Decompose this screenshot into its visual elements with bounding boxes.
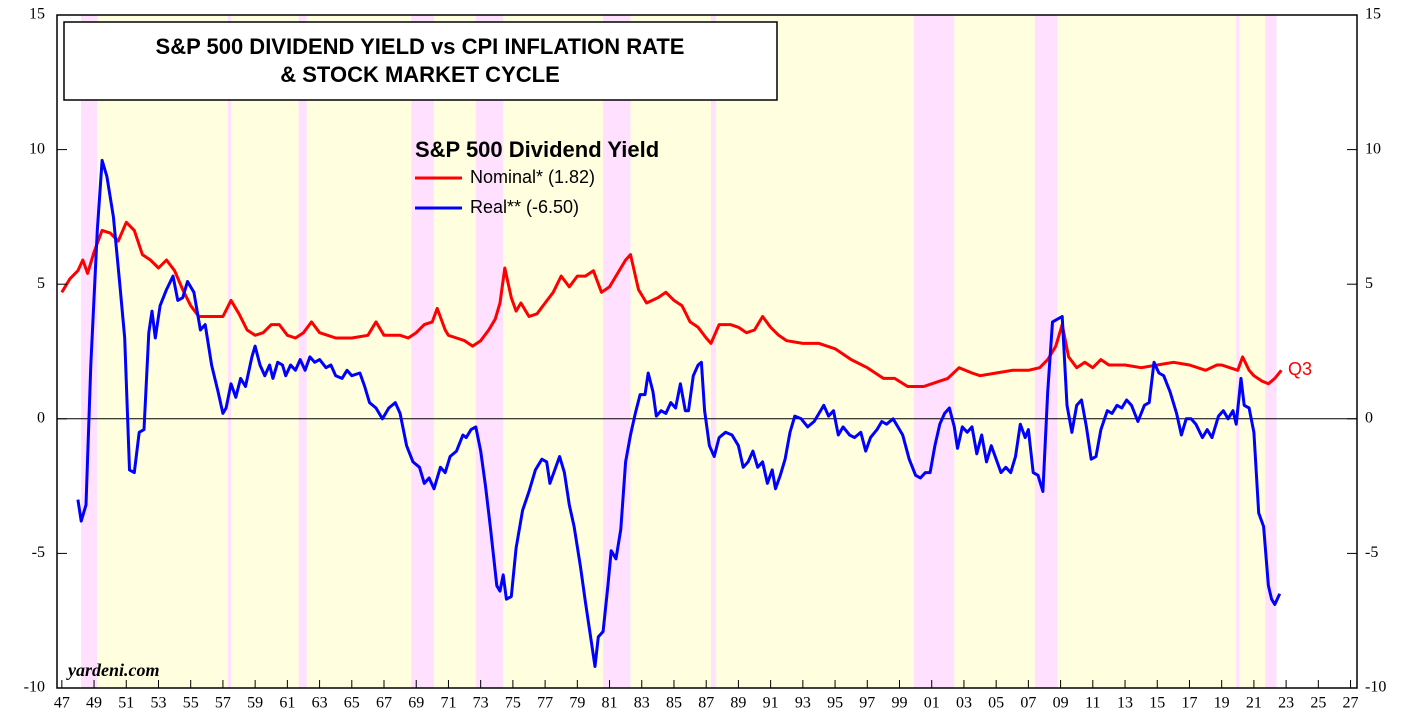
background-layer	[57, 15, 1357, 688]
shaded-band	[1265, 15, 1277, 688]
y-tick-label: 0	[37, 409, 45, 426]
x-tick-label: 25	[1310, 695, 1326, 712]
x-tick-label: 71	[440, 695, 456, 712]
chart-title: S&P 500 DIVIDEND YIELD vs CPI INFLATION …	[156, 34, 685, 59]
x-tick-label: 79	[569, 695, 585, 712]
x-tick-label: 23	[1278, 695, 1294, 712]
x-tick-label: 87	[698, 695, 714, 712]
plot-frame	[56, 14, 1358, 689]
shaded-band	[1236, 15, 1240, 688]
x-tick-label: 99	[892, 695, 908, 712]
x-tick-label: 97	[859, 695, 875, 712]
x-tick-label: 57	[215, 695, 231, 712]
x-tick-label: 69	[408, 695, 424, 712]
x-tick-label: 01	[924, 695, 940, 712]
x-tick-label: 75	[505, 695, 521, 712]
legend-title: S&P 500 Dividend Yield	[415, 137, 659, 162]
shaded-band	[475, 15, 504, 688]
y-tick-label: 5	[37, 275, 45, 292]
shaded-band	[1034, 15, 1058, 688]
chart-title: & STOCK MARKET CYCLE	[280, 62, 560, 87]
x-tick-label: 03	[956, 695, 972, 712]
y2-tick-label: 5	[1365, 275, 1373, 292]
legend-label: Nominal* (1.82)	[470, 167, 595, 187]
x-tick-label: 85	[666, 695, 682, 712]
x-tick-label: 95	[827, 695, 843, 712]
x-tick-label: 61	[279, 695, 295, 712]
shaded-band	[227, 15, 231, 688]
y2-tick-label: -5	[1365, 544, 1378, 561]
series-line	[76, 158, 1282, 668]
y-tick-label: 15	[29, 6, 45, 23]
x-tick-label: 83	[634, 695, 650, 712]
x-tick-label: 19	[1214, 695, 1230, 712]
x-tick-label: 73	[473, 695, 489, 712]
x-tick-label: 63	[312, 695, 328, 712]
x-tick-label: 05	[988, 695, 1004, 712]
title-box	[63, 21, 778, 101]
x-tick-label: 11	[1085, 695, 1100, 712]
x-tick-label: 93	[795, 695, 811, 712]
y-tick-label: -10	[24, 679, 45, 696]
y2-tick-label: 0	[1365, 409, 1373, 426]
x-tick-label: 59	[247, 695, 263, 712]
y2-tick-label: 10	[1365, 140, 1381, 157]
x-tick-label: 07	[1020, 695, 1036, 712]
shaded-band	[914, 15, 955, 688]
legend-label: Real** (-6.50)	[470, 197, 579, 217]
bull-band	[81, 15, 1277, 688]
shaded-band	[711, 15, 716, 688]
x-tick-label: 89	[730, 695, 746, 712]
x-tick-label: 15	[1149, 695, 1165, 712]
x-tick-label: 09	[1053, 695, 1069, 712]
x-tick-label: 47	[54, 695, 70, 712]
shaded-band	[81, 15, 98, 688]
source: yardeni.com	[66, 660, 160, 680]
y-tick-label: -5	[32, 544, 45, 561]
x-tick-label: 27	[1343, 695, 1359, 712]
annotation: Q3	[1288, 359, 1312, 379]
shaded-band	[411, 15, 434, 688]
x-tick-label: 81	[602, 695, 618, 712]
x-tick-label: 21	[1246, 695, 1262, 712]
y2-tick-label: 15	[1365, 6, 1381, 23]
x-tick-label: 13	[1117, 695, 1133, 712]
shaded-band	[298, 15, 307, 688]
x-tick-label: 55	[183, 695, 199, 712]
y-tick-label: 10	[29, 140, 45, 157]
x-tick-label: 53	[150, 695, 166, 712]
x-tick-label: 49	[86, 695, 102, 712]
x-tick-label: 67	[376, 695, 392, 712]
x-tick-label: 77	[537, 695, 553, 712]
line-layer	[60, 158, 1283, 668]
y2-tick-label: -10	[1365, 679, 1386, 696]
x-tick-label: 51	[118, 695, 134, 712]
x-tick-label: 91	[763, 695, 779, 712]
x-tick-label: 17	[1181, 695, 1197, 712]
x-tick-label: 65	[344, 695, 360, 712]
